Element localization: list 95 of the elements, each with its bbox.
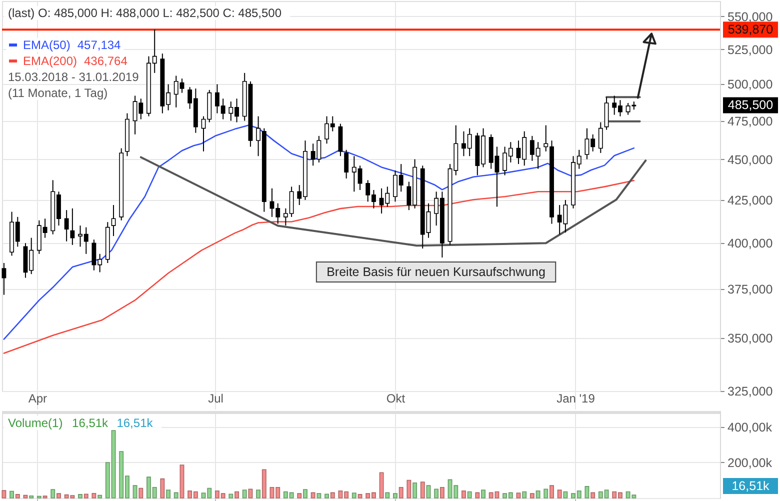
text: 16,51k xyxy=(732,479,770,493)
text: 15.03.2018 - 31.01.2019 (11 Monate, 1 Tag) xyxy=(8,70,140,100)
y-tick-label: 425,000 xyxy=(728,193,773,208)
bar xyxy=(303,489,308,498)
bar xyxy=(557,490,562,498)
y-tick-label: 325,000 xyxy=(728,384,773,398)
line-series xyxy=(3,124,635,340)
candlestick xyxy=(64,210,69,242)
candlestick xyxy=(111,204,116,237)
y-tick-label: 525,000 xyxy=(728,42,773,57)
bar xyxy=(475,492,480,498)
bar xyxy=(228,494,234,498)
bar xyxy=(324,494,329,498)
annotation: 457,134 xyxy=(77,38,122,52)
bar xyxy=(29,495,34,498)
bar xyxy=(516,492,521,498)
x-tick-label: Jul xyxy=(208,392,224,406)
y-tick-label: 350,000 xyxy=(728,332,773,346)
y-tick-label: 400,000 xyxy=(728,236,773,251)
bar xyxy=(536,490,540,498)
bar xyxy=(242,490,247,498)
bar xyxy=(23,494,28,498)
bar xyxy=(440,486,444,498)
bar xyxy=(398,486,404,498)
y-tick-label: 375,000 xyxy=(728,282,773,297)
bar xyxy=(385,492,390,498)
bar xyxy=(590,492,596,498)
bar xyxy=(550,485,554,498)
bar xyxy=(15,494,20,498)
bar xyxy=(406,480,412,498)
x-tick-label: Apr xyxy=(28,392,48,406)
text: 485,500 xyxy=(728,98,774,112)
y-tick-label: 450,000 xyxy=(728,152,773,167)
annotation: 436,764 xyxy=(84,54,128,68)
bar xyxy=(2,490,6,498)
bar xyxy=(358,494,362,498)
bar xyxy=(84,494,88,498)
bar xyxy=(132,485,138,498)
ref-line-label: 539,870 xyxy=(728,22,774,37)
bar xyxy=(352,492,356,498)
bar xyxy=(50,489,56,498)
chart-title: Volume(1) xyxy=(8,416,63,430)
bar xyxy=(56,493,61,498)
bar xyxy=(310,492,316,498)
legend-label: EMA(200) xyxy=(23,54,78,68)
y-tick-label: 550,000 xyxy=(728,10,773,24)
bar xyxy=(256,490,261,498)
chart-title: (last) O: 485,000 H: 488,000 L: 482,500 C: 485,500 xyxy=(8,6,282,20)
line-series xyxy=(3,180,635,354)
bar xyxy=(530,493,534,498)
bar xyxy=(393,493,398,498)
bar xyxy=(426,485,431,498)
bar xyxy=(412,482,418,498)
candlestick xyxy=(2,262,6,296)
bar xyxy=(461,490,466,498)
annotation: 16,51k xyxy=(72,416,110,430)
bar xyxy=(180,464,184,498)
bar xyxy=(420,482,425,498)
bar xyxy=(92,492,96,498)
candlestick xyxy=(344,149,349,180)
bar xyxy=(522,491,527,498)
bar xyxy=(330,492,335,498)
bar xyxy=(467,491,472,498)
bar xyxy=(262,469,266,498)
y-tick-label: 500,000 xyxy=(728,78,773,92)
candlestick xyxy=(598,122,603,154)
bar xyxy=(481,490,486,498)
bar xyxy=(160,478,165,498)
bar xyxy=(166,490,171,498)
bar xyxy=(563,491,568,498)
y-tick-label: 200,00k xyxy=(728,456,773,470)
line-series xyxy=(140,156,647,247)
candlestick xyxy=(604,96,609,130)
annotation: 16,51k xyxy=(116,416,154,430)
bar xyxy=(234,491,239,498)
bar xyxy=(316,493,322,498)
candlestick xyxy=(70,208,75,246)
bar xyxy=(379,472,384,498)
bar xyxy=(584,486,590,498)
bar xyxy=(297,493,302,498)
bar xyxy=(434,488,439,498)
line-series xyxy=(636,32,656,99)
annotation: Breite Basis für neuen Kursaufschwung xyxy=(326,265,546,280)
bar xyxy=(174,492,178,498)
bar xyxy=(78,494,82,498)
bar xyxy=(544,488,548,498)
bar xyxy=(138,488,144,498)
legend-label: EMA(50) xyxy=(23,38,70,52)
y-tick-label: 400,00k xyxy=(728,420,773,434)
bar xyxy=(98,494,102,498)
x-tick-label: Jan '19 xyxy=(556,392,596,406)
bar xyxy=(248,488,253,498)
y-tick-label: 475,000 xyxy=(728,114,773,128)
x-tick-label: Okt xyxy=(386,392,406,406)
bar xyxy=(10,490,14,498)
